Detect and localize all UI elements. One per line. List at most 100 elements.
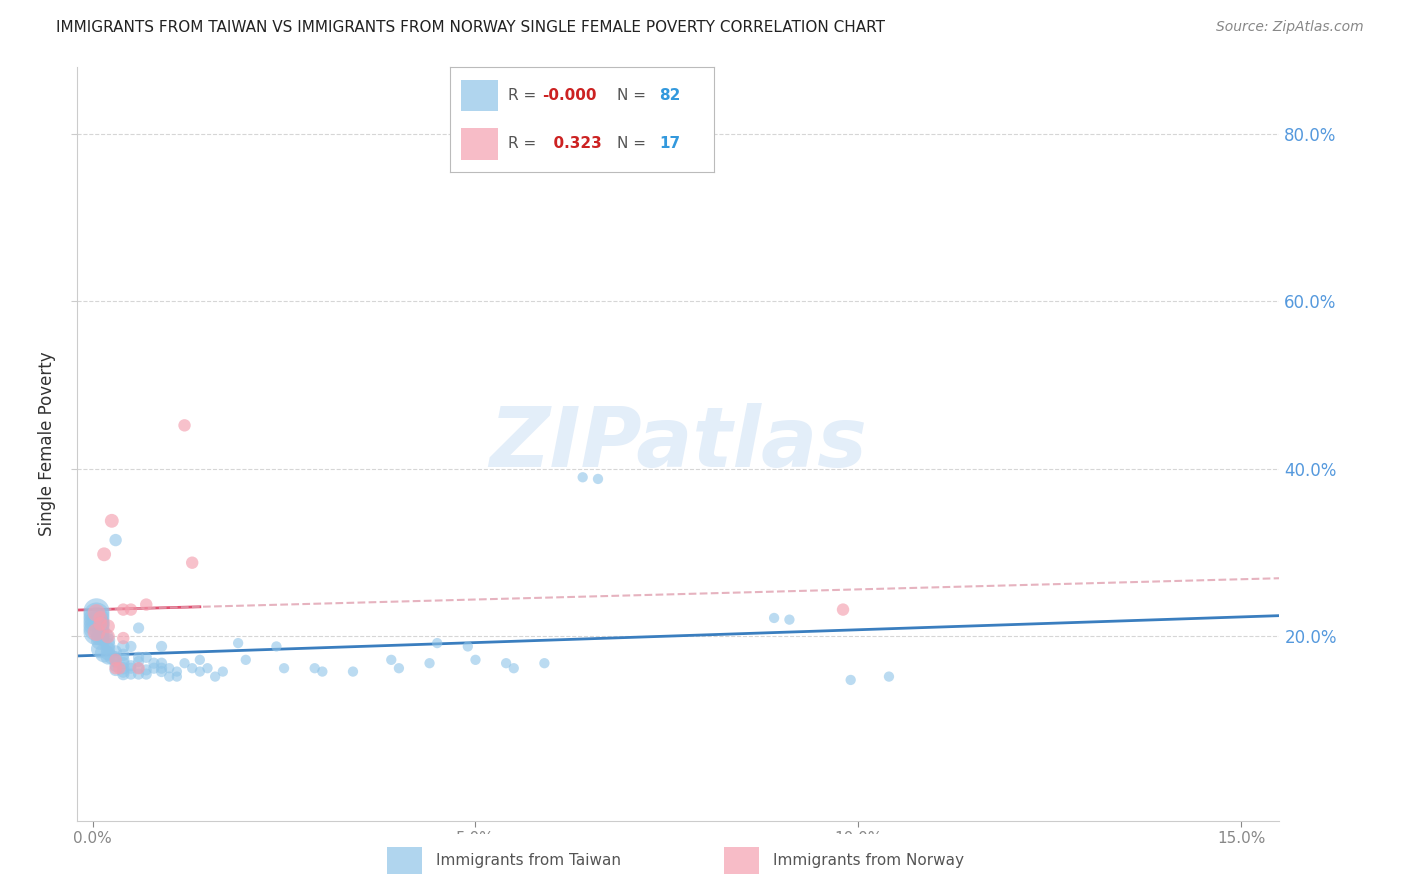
Point — [188, 665, 211, 679]
Point — [273, 661, 295, 675]
Text: ZIPatlas: ZIPatlas — [489, 403, 868, 484]
Point — [97, 642, 120, 657]
Point — [86, 625, 108, 640]
Point — [89, 633, 111, 648]
Bar — [724, 847, 759, 874]
Point — [93, 629, 115, 643]
Point — [426, 636, 449, 650]
Point — [502, 661, 524, 675]
Point — [101, 650, 124, 665]
Point — [128, 661, 150, 675]
Point — [104, 653, 127, 667]
Point — [86, 625, 108, 640]
Point — [342, 665, 364, 679]
Point — [97, 650, 120, 665]
Point — [97, 633, 120, 648]
Point — [135, 598, 157, 612]
Point — [571, 470, 593, 484]
Text: Immigrants from Taiwan: Immigrants from Taiwan — [436, 854, 621, 868]
Point — [86, 606, 108, 620]
Point — [135, 667, 157, 681]
Point — [457, 640, 479, 654]
Point — [112, 653, 135, 667]
Point — [211, 665, 233, 679]
Point — [311, 665, 333, 679]
Point — [266, 640, 288, 654]
Point — [226, 636, 249, 650]
Point — [86, 604, 108, 618]
Point — [89, 642, 111, 657]
Point — [104, 644, 127, 658]
Text: Immigrants from Norway: Immigrants from Norway — [773, 854, 965, 868]
Point — [157, 661, 180, 675]
Point — [112, 648, 135, 662]
Point — [128, 661, 150, 675]
Point — [97, 638, 120, 652]
Point — [150, 640, 173, 654]
Point — [304, 661, 326, 675]
Point — [89, 616, 111, 631]
Bar — [387, 847, 422, 874]
Point — [86, 616, 108, 631]
Point — [112, 640, 135, 654]
Point — [89, 629, 111, 643]
Point — [388, 661, 411, 675]
Point — [93, 547, 115, 561]
Point — [128, 621, 150, 635]
Point — [166, 665, 188, 679]
Point — [586, 472, 609, 486]
Point — [495, 656, 517, 670]
Text: IMMIGRANTS FROM TAIWAN VS IMMIGRANTS FROM NORWAY SINGLE FEMALE POVERTY CORRELATI: IMMIGRANTS FROM TAIWAN VS IMMIGRANTS FRO… — [56, 20, 886, 35]
Point — [104, 650, 127, 665]
Point — [128, 667, 150, 681]
Point — [120, 640, 142, 654]
Point — [135, 663, 157, 677]
Point — [533, 656, 555, 670]
Point — [173, 418, 195, 433]
Point — [778, 613, 800, 627]
Point — [380, 653, 402, 667]
Point — [142, 661, 165, 675]
Point — [150, 665, 173, 679]
Point — [188, 653, 211, 667]
Point — [120, 667, 142, 681]
Point — [104, 533, 127, 547]
Point — [120, 658, 142, 673]
Point — [86, 613, 108, 627]
Point — [104, 658, 127, 673]
Point — [104, 661, 127, 675]
Point — [181, 556, 204, 570]
Point — [135, 650, 157, 665]
Point — [112, 661, 135, 675]
Point — [97, 646, 120, 660]
Point — [235, 653, 257, 667]
Point — [763, 611, 786, 625]
Point — [204, 670, 226, 684]
Point — [181, 661, 204, 675]
Point — [120, 661, 142, 675]
Point — [86, 608, 108, 623]
Text: Source: ZipAtlas.com: Source: ZipAtlas.com — [1216, 20, 1364, 34]
Point — [128, 650, 150, 665]
Point — [197, 661, 219, 675]
Point — [97, 619, 120, 633]
Point — [89, 616, 111, 631]
Point — [93, 646, 115, 660]
Point — [173, 656, 195, 670]
Point — [108, 661, 131, 675]
Point — [464, 653, 486, 667]
Point — [839, 673, 862, 687]
Point — [101, 514, 124, 528]
Point — [142, 656, 165, 670]
Point — [112, 656, 135, 670]
Point — [150, 656, 173, 670]
Point — [112, 602, 135, 616]
Point — [97, 629, 120, 643]
Point — [89, 611, 111, 625]
Y-axis label: Single Female Poverty: Single Female Poverty — [38, 351, 56, 536]
Point — [112, 667, 135, 681]
Point — [104, 663, 127, 677]
Point — [86, 621, 108, 635]
Point — [150, 661, 173, 675]
Point — [832, 602, 855, 616]
